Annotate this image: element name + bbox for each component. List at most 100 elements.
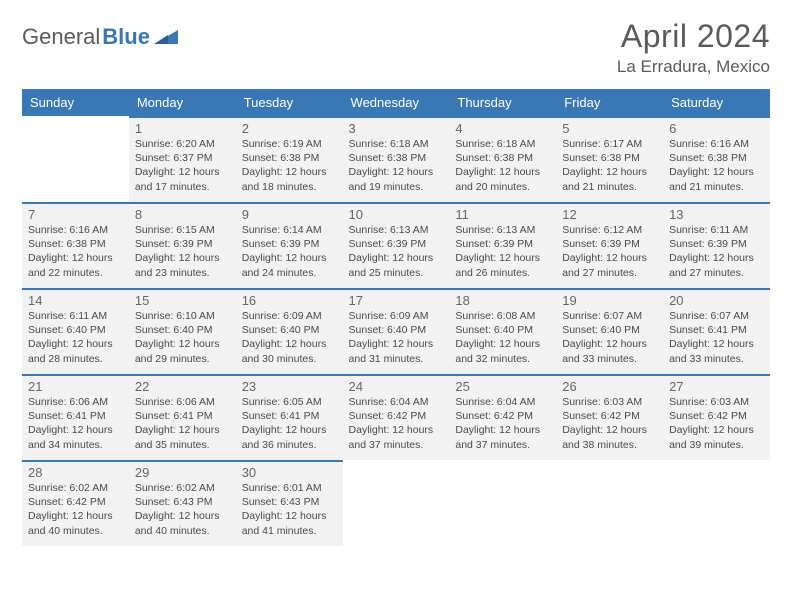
calendar-cell: 10Sunrise: 6:13 AMSunset: 6:39 PMDayligh…: [343, 202, 450, 288]
calendar-cell: 5Sunrise: 6:17 AMSunset: 6:38 PMDaylight…: [556, 116, 663, 202]
day-cell: 16Sunrise: 6:09 AMSunset: 6:40 PMDayligh…: [236, 288, 343, 374]
sunset-line: Sunset: 6:39 PM: [135, 237, 230, 251]
sunrise-line: Sunrise: 6:09 AM: [242, 309, 337, 323]
daylight-line: and 18 minutes.: [242, 180, 337, 194]
day-number: 24: [349, 379, 444, 394]
daylight-line: Daylight: 12 hours: [349, 337, 444, 351]
sunset-line: Sunset: 6:38 PM: [242, 151, 337, 165]
daylight-line: and 19 minutes.: [349, 180, 444, 194]
calendar-cell: 13Sunrise: 6:11 AMSunset: 6:39 PMDayligh…: [663, 202, 770, 288]
daylight-line: and 30 minutes.: [242, 352, 337, 366]
brand-triangle-icon: [154, 26, 178, 49]
day-number: 30: [242, 465, 337, 480]
day-cell: 25Sunrise: 6:04 AMSunset: 6:42 PMDayligh…: [449, 374, 556, 460]
day-number: 18: [455, 293, 550, 308]
sunset-line: Sunset: 6:40 PM: [28, 323, 123, 337]
sunrise-line: Sunrise: 6:16 AM: [28, 223, 123, 237]
sunset-line: Sunset: 6:38 PM: [669, 151, 764, 165]
calendar-week-row: 7Sunrise: 6:16 AMSunset: 6:38 PMDaylight…: [22, 202, 770, 288]
daylight-line: Daylight: 12 hours: [28, 337, 123, 351]
empty-cell: [663, 460, 770, 546]
day-cell: 15Sunrise: 6:10 AMSunset: 6:40 PMDayligh…: [129, 288, 236, 374]
calendar-cell: 21Sunrise: 6:06 AMSunset: 6:41 PMDayligh…: [22, 374, 129, 460]
daylight-line: and 24 minutes.: [242, 266, 337, 280]
day-cell: 3Sunrise: 6:18 AMSunset: 6:38 PMDaylight…: [343, 116, 450, 202]
day-number: 12: [562, 207, 657, 222]
sunset-line: Sunset: 6:42 PM: [669, 409, 764, 423]
sunrise-line: Sunrise: 6:11 AM: [669, 223, 764, 237]
weekday-header: Tuesday: [236, 89, 343, 116]
calendar-cell: 3Sunrise: 6:18 AMSunset: 6:38 PMDaylight…: [343, 116, 450, 202]
calendar-cell: 9Sunrise: 6:14 AMSunset: 6:39 PMDaylight…: [236, 202, 343, 288]
sunset-line: Sunset: 6:39 PM: [242, 237, 337, 251]
daylight-line: Daylight: 12 hours: [135, 251, 230, 265]
calendar-cell: 22Sunrise: 6:06 AMSunset: 6:41 PMDayligh…: [129, 374, 236, 460]
sunset-line: Sunset: 6:39 PM: [349, 237, 444, 251]
sunset-line: Sunset: 6:40 PM: [455, 323, 550, 337]
sunrise-line: Sunrise: 6:20 AM: [135, 137, 230, 151]
day-number: 1: [135, 121, 230, 136]
sunrise-line: Sunrise: 6:10 AM: [135, 309, 230, 323]
sunset-line: Sunset: 6:42 PM: [562, 409, 657, 423]
sunrise-line: Sunrise: 6:05 AM: [242, 395, 337, 409]
day-cell: 5Sunrise: 6:17 AMSunset: 6:38 PMDaylight…: [556, 116, 663, 202]
calendar-cell: 20Sunrise: 6:07 AMSunset: 6:41 PMDayligh…: [663, 288, 770, 374]
sunrise-line: Sunrise: 6:13 AM: [455, 223, 550, 237]
sunset-line: Sunset: 6:40 PM: [562, 323, 657, 337]
day-number: 29: [135, 465, 230, 480]
calendar-table: SundayMondayTuesdayWednesdayThursdayFrid…: [22, 89, 770, 546]
weekday-header: Sunday: [22, 89, 129, 116]
calendar-cell: 17Sunrise: 6:09 AMSunset: 6:40 PMDayligh…: [343, 288, 450, 374]
sunset-line: Sunset: 6:41 PM: [28, 409, 123, 423]
day-cell: 2Sunrise: 6:19 AMSunset: 6:38 PMDaylight…: [236, 116, 343, 202]
daylight-line: Daylight: 12 hours: [135, 423, 230, 437]
calendar-cell: 28Sunrise: 6:02 AMSunset: 6:42 PMDayligh…: [22, 460, 129, 546]
sunset-line: Sunset: 6:39 PM: [562, 237, 657, 251]
calendar-week-row: 21Sunrise: 6:06 AMSunset: 6:41 PMDayligh…: [22, 374, 770, 460]
day-number: 17: [349, 293, 444, 308]
brand-text-right: Blue: [102, 24, 150, 50]
weekday-header: Wednesday: [343, 89, 450, 116]
daylight-line: and 25 minutes.: [349, 266, 444, 280]
daylight-line: Daylight: 12 hours: [242, 165, 337, 179]
sunset-line: Sunset: 6:40 PM: [135, 323, 230, 337]
day-cell: 4Sunrise: 6:18 AMSunset: 6:38 PMDaylight…: [449, 116, 556, 202]
calendar-cell: 26Sunrise: 6:03 AMSunset: 6:42 PMDayligh…: [556, 374, 663, 460]
sunrise-line: Sunrise: 6:03 AM: [669, 395, 764, 409]
sunset-line: Sunset: 6:39 PM: [669, 237, 764, 251]
sunset-line: Sunset: 6:38 PM: [455, 151, 550, 165]
day-number: 14: [28, 293, 123, 308]
sunset-line: Sunset: 6:42 PM: [455, 409, 550, 423]
daylight-line: and 21 minutes.: [562, 180, 657, 194]
day-cell: 8Sunrise: 6:15 AMSunset: 6:39 PMDaylight…: [129, 202, 236, 288]
header: GeneralBlue April 2024 La Erradura, Mexi…: [22, 18, 770, 77]
sunrise-line: Sunrise: 6:08 AM: [455, 309, 550, 323]
sunrise-line: Sunrise: 6:09 AM: [349, 309, 444, 323]
calendar-cell: 29Sunrise: 6:02 AMSunset: 6:43 PMDayligh…: [129, 460, 236, 546]
daylight-line: Daylight: 12 hours: [455, 251, 550, 265]
calendar-cell: 16Sunrise: 6:09 AMSunset: 6:40 PMDayligh…: [236, 288, 343, 374]
day-number: 4: [455, 121, 550, 136]
calendar-week-row: 28Sunrise: 6:02 AMSunset: 6:42 PMDayligh…: [22, 460, 770, 546]
day-number: 22: [135, 379, 230, 394]
daylight-line: and 26 minutes.: [455, 266, 550, 280]
location: La Erradura, Mexico: [617, 57, 770, 77]
sunset-line: Sunset: 6:37 PM: [135, 151, 230, 165]
sunrise-line: Sunrise: 6:04 AM: [455, 395, 550, 409]
sunset-line: Sunset: 6:43 PM: [242, 495, 337, 509]
sunrise-line: Sunrise: 6:19 AM: [242, 137, 337, 151]
weekday-header: Saturday: [663, 89, 770, 116]
day-number: 16: [242, 293, 337, 308]
daylight-line: and 29 minutes.: [135, 352, 230, 366]
daylight-line: and 33 minutes.: [562, 352, 657, 366]
day-number: 15: [135, 293, 230, 308]
day-number: 2: [242, 121, 337, 136]
day-cell: 17Sunrise: 6:09 AMSunset: 6:40 PMDayligh…: [343, 288, 450, 374]
sunrise-line: Sunrise: 6:06 AM: [28, 395, 123, 409]
day-number: 9: [242, 207, 337, 222]
daylight-line: Daylight: 12 hours: [455, 423, 550, 437]
calendar-cell: 1Sunrise: 6:20 AMSunset: 6:37 PMDaylight…: [129, 116, 236, 202]
calendar-cell: [343, 460, 450, 546]
day-cell: 29Sunrise: 6:02 AMSunset: 6:43 PMDayligh…: [129, 460, 236, 546]
sunset-line: Sunset: 6:38 PM: [349, 151, 444, 165]
